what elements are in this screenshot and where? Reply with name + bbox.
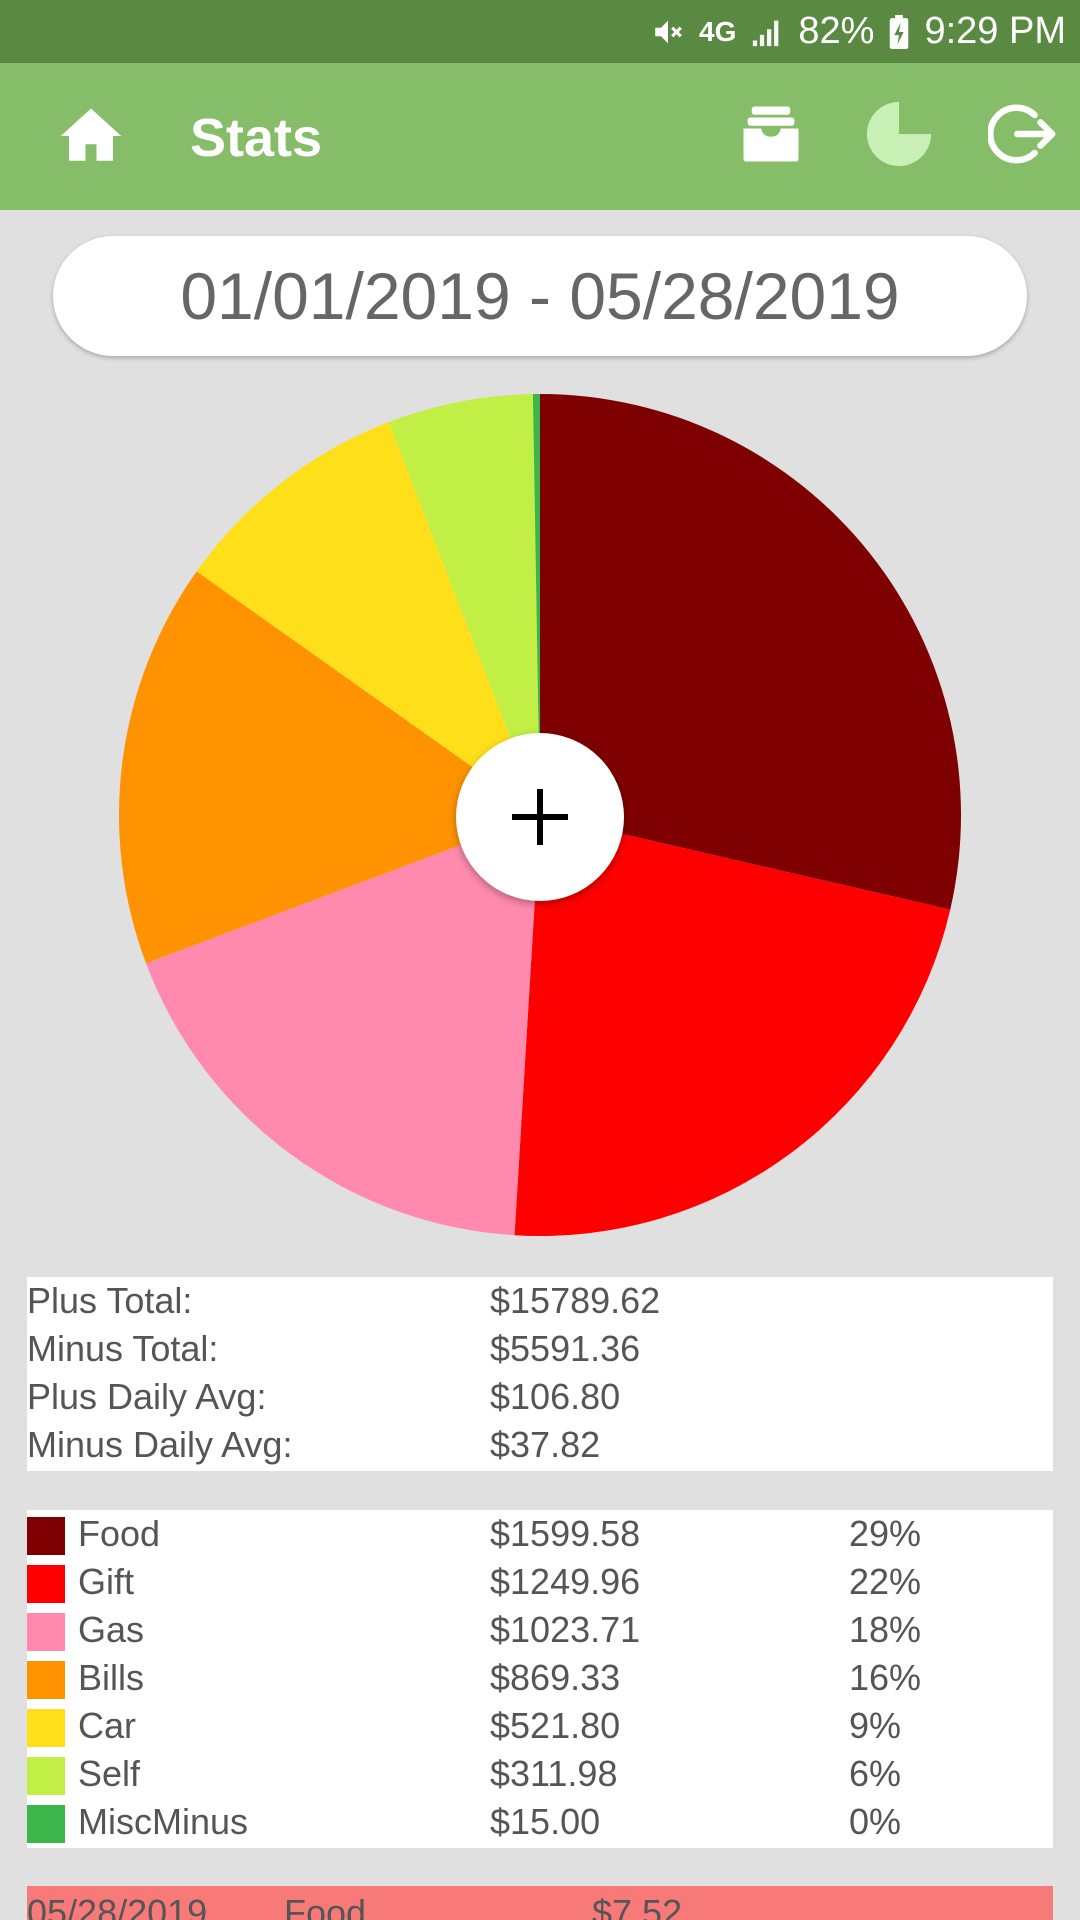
category-percent: 29% xyxy=(849,1513,922,1554)
plus-icon xyxy=(512,789,568,845)
category-swatch xyxy=(27,1661,65,1699)
pie-slice-self[interactable] xyxy=(388,394,540,815)
category-percent: 22% xyxy=(849,1561,922,1602)
category-name: Food xyxy=(78,1513,161,1554)
category-name: Gas xyxy=(78,1609,145,1650)
category-name: Car xyxy=(78,1705,137,1746)
category-name: Bills xyxy=(78,1657,145,1698)
pie-chart-icon[interactable] xyxy=(864,99,934,169)
category-percent: 16% xyxy=(849,1657,922,1698)
network-type: 4G xyxy=(699,15,737,47)
category-row[interactable]: Self $311.98 6% xyxy=(27,1753,1053,1801)
transaction-amount: $7.52 xyxy=(592,1892,683,1920)
clock: 9:29 PM xyxy=(924,10,1066,52)
minus-daily-avg-row: Minus Daily Avg: $37.82 xyxy=(27,1424,1053,1472)
home-icon[interactable] xyxy=(58,103,124,169)
category-legend: Food $1599.58 29% Gift $1249.96 22% Gas … xyxy=(27,1510,1053,1848)
category-amount: $1249.96 xyxy=(490,1561,641,1602)
battery-charging-icon xyxy=(888,14,910,49)
category-percent: 18% xyxy=(849,1609,922,1650)
category-row[interactable]: Car $521.80 9% xyxy=(27,1705,1053,1753)
pie-slice-gift[interactable] xyxy=(514,815,951,1236)
page-title: Stats xyxy=(190,108,323,168)
category-swatch xyxy=(27,1565,65,1603)
minus-total-row: Minus Total: $5591.36 xyxy=(27,1328,1053,1376)
category-name: Gift xyxy=(78,1561,135,1602)
category-row[interactable]: Food $1599.58 29% xyxy=(27,1513,1053,1561)
plus-daily-avg-row: Plus Daily Avg: $106.80 xyxy=(27,1376,1053,1424)
minus-daily-avg-label: Minus Daily Avg: xyxy=(27,1424,293,1465)
category-row[interactable]: Gas $1023.71 18% xyxy=(27,1609,1053,1657)
transaction-row[interactable]: 05/28/2019 Food $7.52 xyxy=(27,1886,1053,1920)
category-amount: $311.98 xyxy=(490,1753,618,1794)
app-bar: Stats xyxy=(0,63,1080,210)
category-percent: 0% xyxy=(849,1801,902,1842)
category-amount: $869.33 xyxy=(490,1657,621,1698)
plus-daily-avg-label: Plus Daily Avg: xyxy=(27,1376,267,1417)
pie-chart xyxy=(118,394,961,1236)
totals-panel: Plus Total: $15789.62 Minus Total: $5591… xyxy=(27,1277,1053,1471)
date-range-selector[interactable]: 01/01/2019 - 05/28/2019 xyxy=(53,236,1027,356)
category-swatch xyxy=(27,1517,65,1555)
transaction-category: Food xyxy=(284,1892,367,1920)
category-row[interactable]: Bills $869.33 16% xyxy=(27,1657,1053,1705)
minus-total-label: Minus Total: xyxy=(27,1328,219,1369)
category-swatch xyxy=(27,1613,65,1651)
add-button[interactable] xyxy=(456,733,624,901)
minus-total-value: $5591.36 xyxy=(490,1328,641,1369)
pie-slice-car[interactable] xyxy=(196,422,540,815)
logout-icon[interactable] xyxy=(987,99,1058,169)
pie-slice-bills[interactable] xyxy=(118,571,540,964)
transaction-date: 05/28/2019 xyxy=(27,1892,208,1920)
category-name: Self xyxy=(78,1753,141,1794)
plus-total-row: Plus Total: $15789.62 xyxy=(27,1280,1053,1328)
battery-percent: 82% xyxy=(798,10,875,52)
category-percent: 6% xyxy=(849,1753,902,1794)
plus-daily-avg-value: $106.80 xyxy=(490,1376,621,1417)
category-row[interactable]: Gift $1249.96 22% xyxy=(27,1561,1053,1609)
pie-slice-food[interactable] xyxy=(540,394,961,910)
minus-daily-avg-value: $37.82 xyxy=(490,1424,601,1465)
plus-total-label: Plus Total: xyxy=(27,1280,193,1321)
category-percent: 9% xyxy=(849,1705,902,1746)
category-amount: $1599.58 xyxy=(490,1513,641,1554)
category-amount: $1023.71 xyxy=(490,1609,641,1650)
plus-total-value: $15789.62 xyxy=(490,1280,661,1321)
pie-slice-gas[interactable] xyxy=(145,815,540,1236)
category-name: MiscMinus xyxy=(78,1801,249,1842)
category-amount: $15.00 xyxy=(490,1801,601,1842)
category-swatch xyxy=(27,1709,65,1747)
archive-icon[interactable] xyxy=(738,101,804,167)
status-bar: 4G 82% 9:29 PM xyxy=(0,0,1080,63)
pie-slice-miscminus[interactable] xyxy=(532,394,540,815)
category-amount: $521.80 xyxy=(490,1705,621,1746)
category-row[interactable]: MiscMinus $15.00 0% xyxy=(27,1801,1053,1849)
category-swatch xyxy=(27,1805,65,1843)
signal-icon xyxy=(750,15,784,49)
category-swatch xyxy=(27,1757,65,1795)
mute-icon xyxy=(651,15,685,49)
